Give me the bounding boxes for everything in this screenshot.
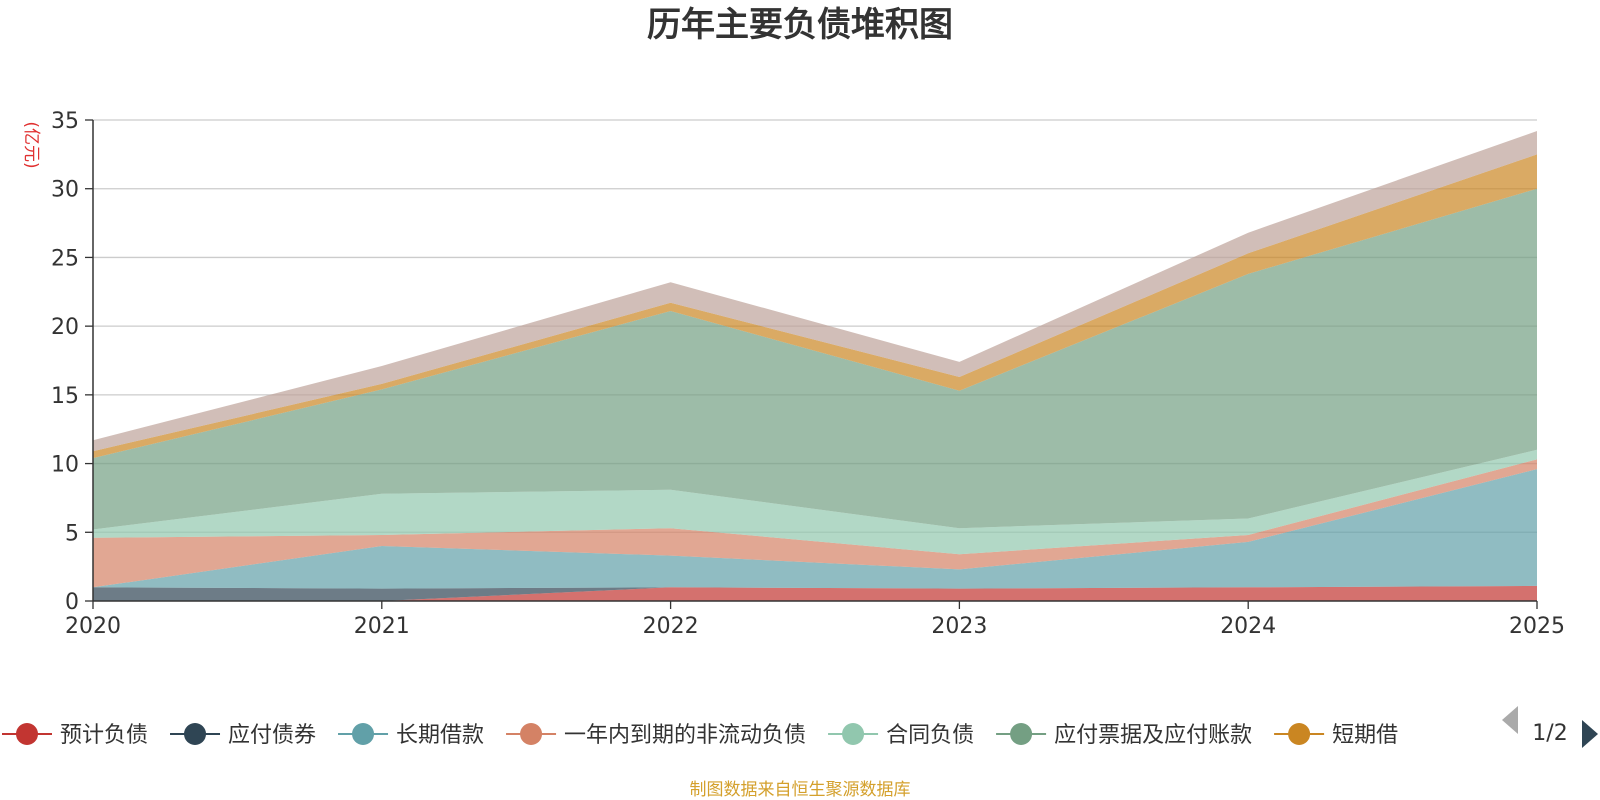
legend-label: 合同负债 xyxy=(886,723,974,748)
y-ticks: 0 5 10 15 20 25 30 35 xyxy=(51,109,93,615)
stacked-areas xyxy=(93,131,1537,601)
legend-item[interactable]: 长期借款 xyxy=(338,723,484,748)
legend-item[interactable]: 应付票据及应付账款 xyxy=(996,723,1252,748)
x-tick-label: 2022 xyxy=(643,614,699,639)
x-tick-label: 2020 xyxy=(65,614,121,639)
chart-title: 历年主要负债堆积图 xyxy=(647,5,953,45)
y-axis-unit-label: (亿元) xyxy=(21,121,41,168)
area-合同负债 xyxy=(93,449,1537,555)
x-ticks: 2020 2021 2022 2023 2024 2025 xyxy=(65,601,1565,639)
legend-label: 一年内到期的非流动负债 xyxy=(564,723,806,748)
area-长期借款 xyxy=(93,469,1537,589)
legend-item[interactable]: 合同负债 xyxy=(828,723,974,748)
axes xyxy=(92,120,1537,602)
x-tick-label: 2021 xyxy=(354,614,410,639)
legend-item[interactable]: 短期借 xyxy=(1274,723,1398,748)
area-一年内到期的非流动负债 xyxy=(93,459,1537,588)
legend-label: 应付债券 xyxy=(228,723,316,748)
legend-marker xyxy=(184,723,207,745)
area-预计负债 xyxy=(93,585,1537,601)
x-tick-label: 2024 xyxy=(1220,614,1276,639)
y-tick-label: 15 xyxy=(51,384,79,409)
legend-item[interactable]: 预计负债 xyxy=(2,723,148,748)
legend-marker xyxy=(1010,723,1033,745)
legend-label: 长期借款 xyxy=(396,723,484,748)
legend-marker xyxy=(1288,723,1311,745)
y-tick-label: 20 xyxy=(51,315,79,340)
legend-item[interactable]: 一年内到期的非流动负债 xyxy=(506,723,806,748)
y-tick-label: 30 xyxy=(51,178,79,203)
y-tick-label: 10 xyxy=(51,453,79,478)
legend-marker xyxy=(842,723,865,745)
legend-pager: 1/2 xyxy=(1502,706,1598,748)
legend-marker xyxy=(520,723,543,745)
legend-marker xyxy=(16,723,38,745)
y-tick-label: 25 xyxy=(51,246,79,271)
data-source-note: 制图数据来自恒生聚源数据库 xyxy=(690,780,911,800)
x-tick-label: 2023 xyxy=(931,614,987,639)
legend-label: 应付票据及应付账款 xyxy=(1054,723,1252,748)
legend-next-icon[interactable] xyxy=(1582,720,1598,748)
area-应付票据及应付账款 xyxy=(93,188,1537,530)
y-tick-label: 0 xyxy=(65,590,79,615)
y-tick-label: 5 xyxy=(65,521,79,546)
area-应付债券 xyxy=(93,585,1537,601)
legend-prev-icon[interactable] xyxy=(1502,706,1518,734)
legend-label: 预计负债 xyxy=(60,723,148,748)
legend-marker xyxy=(352,723,375,745)
legend-page-indicator: 1/2 xyxy=(1532,721,1567,746)
legend-label: 短期借 xyxy=(1332,723,1398,748)
legend-item[interactable]: 应付债券 xyxy=(170,723,316,748)
x-tick-label: 2025 xyxy=(1509,614,1565,639)
legend: 预计负债 应付债券 长期借款 一年内到期的非流动负债 合同负债 应付票据及应付账款 短期借 xyxy=(2,723,1398,748)
y-tick-label: 35 xyxy=(51,109,79,134)
